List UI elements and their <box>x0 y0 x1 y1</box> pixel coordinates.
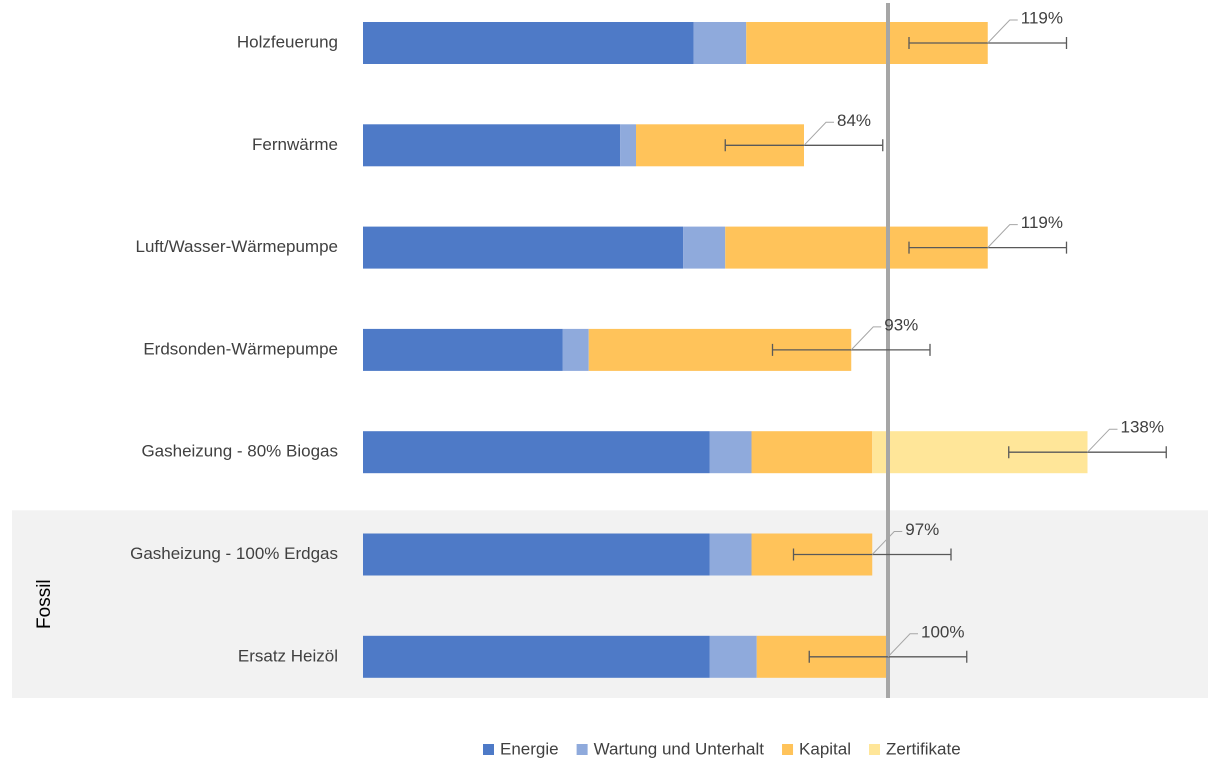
bar-segment <box>709 533 752 576</box>
data-label: 84% <box>837 111 871 130</box>
legend-label: Kapital <box>799 739 851 758</box>
label-leader <box>987 19 1018 44</box>
bar-segment <box>363 124 621 167</box>
legend-swatch <box>576 744 588 755</box>
data-label: 119% <box>1021 213 1063 232</box>
bar-segment <box>709 431 752 474</box>
data-label: 97% <box>905 520 939 539</box>
bar-segment <box>363 635 710 678</box>
category-label: Gasheizung - 80% Biogas <box>141 442 338 461</box>
bar-segment <box>683 226 726 269</box>
bar-segment <box>562 328 589 371</box>
data-label: 93% <box>884 315 918 334</box>
category-label: Gasheizung - 100% Erdgas <box>130 544 338 563</box>
label-leader <box>850 326 882 351</box>
data-label: 100% <box>921 622 964 641</box>
data-label: 119% <box>1021 8 1063 27</box>
category-label: Erdsonden-Wärmepumpe <box>143 339 338 358</box>
legend-label: Wartung und Unterhalt <box>594 739 765 758</box>
category-label: Ersatz Heizöl <box>238 646 338 665</box>
legend-swatch <box>483 744 494 755</box>
data-label: 138% <box>1121 418 1164 437</box>
bar-segment <box>363 328 563 371</box>
category-label: Fernwärme <box>252 135 338 154</box>
label-leader <box>987 224 1018 248</box>
category-label: Luft/Wasser-Wärmepumpe <box>136 237 338 256</box>
legend-swatch <box>782 744 794 755</box>
bar-segment <box>363 533 710 576</box>
bar-segment <box>363 22 694 64</box>
label-leader <box>871 531 903 555</box>
bar-segment <box>693 22 747 64</box>
label-leader <box>803 121 834 146</box>
category-label: Holzfeuerung <box>237 32 338 51</box>
bar-segment <box>751 431 873 474</box>
bar-segment <box>620 124 636 167</box>
legend-swatch <box>869 744 881 755</box>
bar-segment <box>709 635 757 678</box>
legend-label: Zertifikate <box>886 739 961 758</box>
label-leader <box>1087 428 1118 453</box>
bar-segment <box>363 431 710 474</box>
legend-label: Energie <box>500 739 559 758</box>
group-label: Fossil <box>34 579 55 629</box>
bar-segment <box>363 226 684 269</box>
label-leader <box>887 633 918 658</box>
